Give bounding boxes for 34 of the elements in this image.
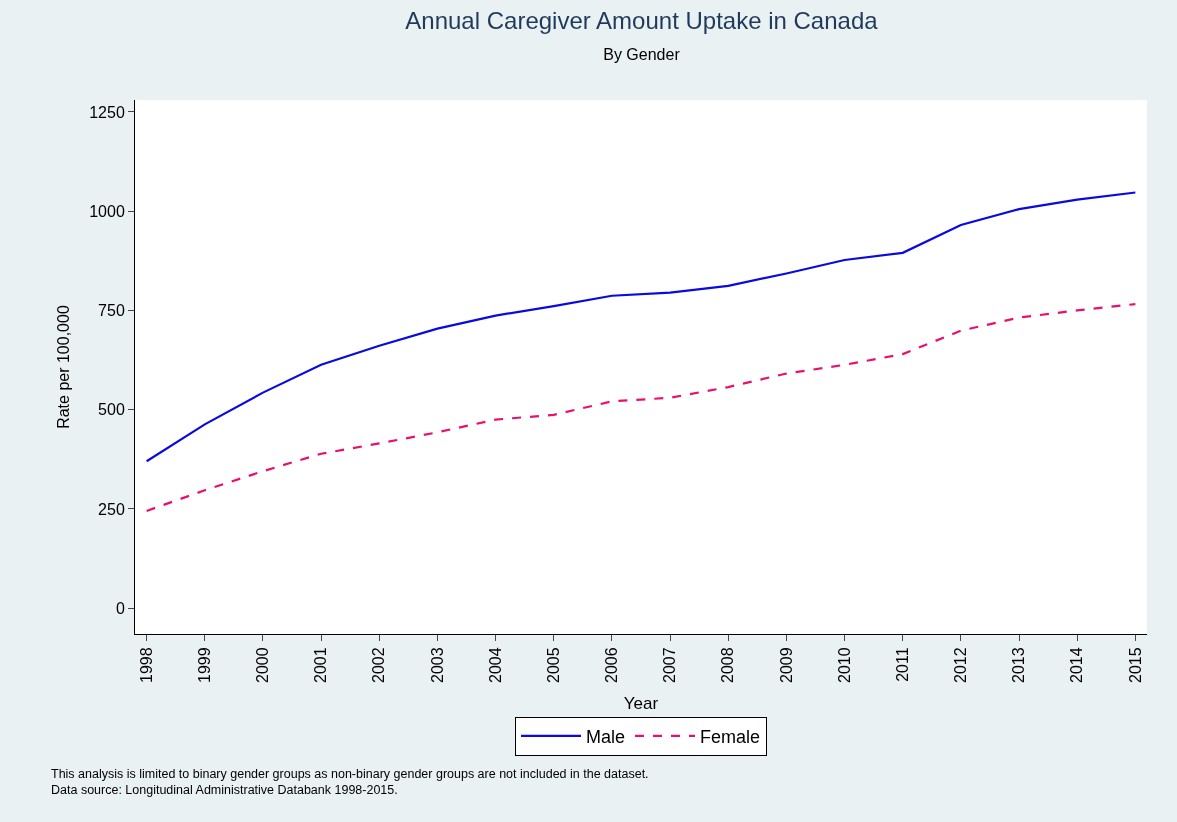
x-tick-label: 2002 — [370, 647, 388, 683]
x-tick-label: 2010 — [835, 647, 853, 683]
x-tick-label: 2007 — [661, 647, 679, 683]
x-tick-label: 2001 — [312, 647, 330, 683]
x-tick-label: 2015 — [1126, 647, 1144, 683]
line-series — [145, 191, 1137, 463]
x-tick-label: 2005 — [544, 647, 562, 683]
y-tick-label: 0 — [115, 599, 125, 617]
legend-label: Female — [700, 726, 761, 747]
y-tick-label: 1000 — [89, 202, 125, 220]
chart-subtitle: By Gender — [603, 45, 681, 63]
x-tick-label: 2014 — [1068, 647, 1086, 683]
x-axis-title: Year — [623, 694, 659, 714]
y-tick-label: 250 — [98, 500, 125, 518]
text: This analysis is limited to binary gender groups as non-binary gender groups are not included in the dataset. — [51, 767, 649, 781]
y-axis-title: Rate per 100,000 — [55, 305, 73, 429]
x-tick-label: 2006 — [603, 647, 621, 683]
x-tick-label: 2009 — [777, 647, 795, 683]
x-tick-label: 2000 — [254, 647, 272, 683]
source-note: Data source: Longitudinal Administrative Databank 1998-2015. — [51, 783, 398, 798]
x-tick-label: 2011 — [893, 647, 911, 682]
y-tick-label: 750 — [98, 302, 125, 320]
x-tick-label: 2004 — [486, 647, 504, 683]
x-tick-label: 1999 — [195, 647, 213, 683]
legend-label: Male — [586, 726, 626, 747]
x-tick-label: 2012 — [952, 647, 970, 683]
x-tick-label: 2013 — [1010, 647, 1028, 683]
y-tick-label: 1250 — [89, 103, 125, 121]
x-tick-label: 1998 — [137, 647, 155, 683]
line-series — [145, 302, 1137, 513]
x-tick-label: 2008 — [719, 647, 737, 683]
y-tick-label: 500 — [98, 401, 125, 419]
x-tick-label: 2003 — [428, 647, 446, 683]
chart-title: Annual Caregiver Amount Uptake in Canada — [405, 6, 879, 34]
